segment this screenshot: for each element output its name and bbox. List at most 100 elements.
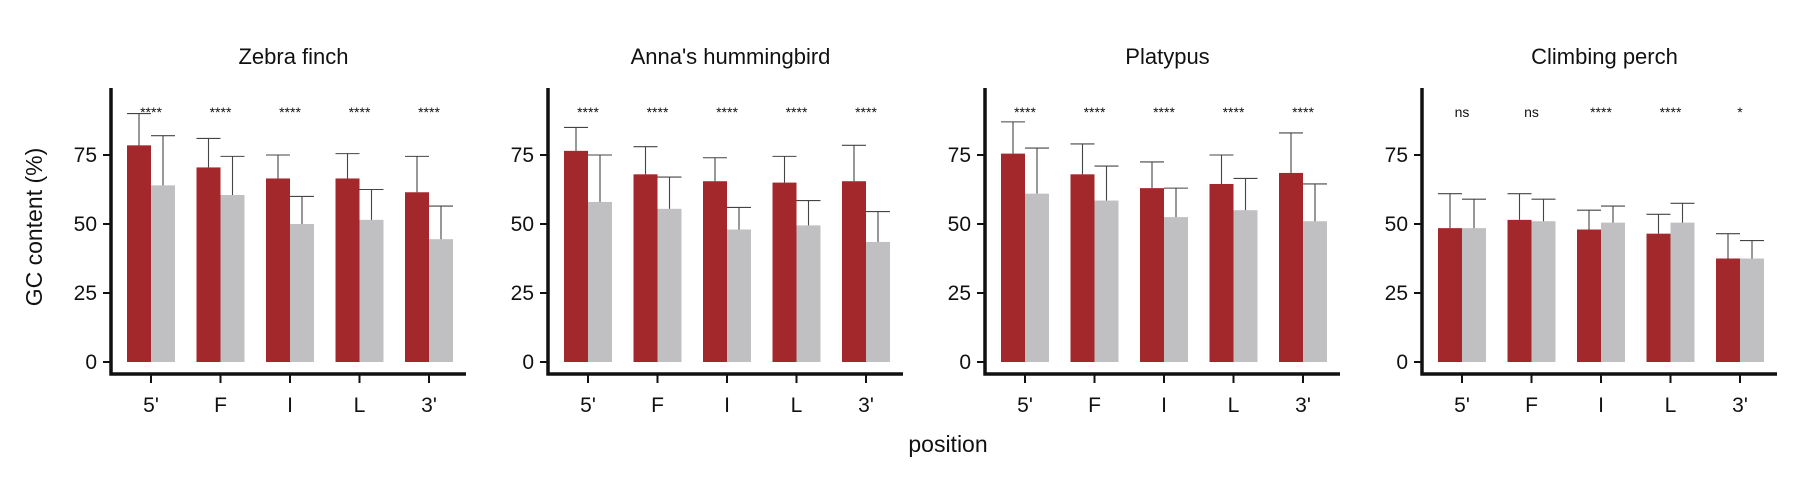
x-tick-label: F xyxy=(1088,394,1101,417)
x-tick-label: 5' xyxy=(580,394,596,417)
error-bar-series-a xyxy=(266,154,290,179)
x-tick-label: 5' xyxy=(1454,394,1470,417)
y-tick-label: 50 xyxy=(948,213,971,236)
bar-series-a xyxy=(196,167,221,362)
chart-panels: Zebra finch 0 25 50 75 **** 5' **** F **** I **** L *… xyxy=(74,44,1777,417)
chart-panel: Anna's hummingbird 0 25 50 75 **** 5' **** F ****… xyxy=(511,44,903,417)
x-tick-label: 5' xyxy=(1017,394,1033,417)
chart-panel: Zebra finch 0 25 50 75 **** 5' **** F **** I **** L *… xyxy=(74,44,466,417)
significance-label: **** xyxy=(647,104,669,120)
y-tick-label: 0 xyxy=(1396,351,1408,374)
y-tick-label: 25 xyxy=(1385,282,1408,305)
error-bar-series-a xyxy=(703,157,727,182)
bar-series-a xyxy=(405,192,429,362)
significance-label: **** xyxy=(210,104,232,120)
x-tick-label: 3' xyxy=(858,394,874,417)
bar-series-b xyxy=(1670,222,1695,362)
bar-series-a xyxy=(127,145,151,362)
error-bar-series-b xyxy=(290,195,314,224)
bar-series-b xyxy=(1094,200,1119,362)
bar-series-a xyxy=(564,150,588,362)
error-bar-series-b xyxy=(1233,177,1258,211)
bar-series-a xyxy=(1140,188,1164,362)
error-bar-series-b xyxy=(1462,198,1486,229)
x-tick-label: F xyxy=(651,394,664,417)
significance-label: **** xyxy=(1014,104,1036,120)
error-bar-series-a xyxy=(196,137,221,168)
x-axis-title: position xyxy=(908,431,987,457)
error-bar-series-b xyxy=(151,135,175,186)
bar-series-a xyxy=(1279,172,1303,362)
error-bar-series-a xyxy=(1577,209,1601,230)
bar-series-b xyxy=(727,229,751,362)
significance-label: **** xyxy=(349,104,371,120)
significance-label: **** xyxy=(1084,104,1106,120)
y-tick-label: 25 xyxy=(948,282,971,305)
y-tick-label: 50 xyxy=(1385,213,1408,236)
x-tick-label: F xyxy=(214,394,227,417)
bar-series-b xyxy=(1164,217,1188,362)
bar-series-a xyxy=(1001,153,1025,362)
error-bar-series-a xyxy=(127,113,151,146)
y-tick-label: 25 xyxy=(511,282,534,305)
bar-series-b xyxy=(1025,193,1049,362)
error-bar-series-a xyxy=(1279,132,1303,173)
y-tick-label: 25 xyxy=(74,282,97,305)
significance-label: ns xyxy=(1455,104,1470,120)
error-bar-series-b xyxy=(866,211,890,242)
x-tick-label: L xyxy=(791,394,803,417)
error-bar-series-b xyxy=(1531,198,1556,222)
error-bar-series-a xyxy=(1646,213,1671,234)
panel-title: Zebra finch xyxy=(238,44,348,69)
bar-series-b xyxy=(1303,221,1327,362)
x-tick-label: I xyxy=(1161,394,1167,417)
bar-series-a xyxy=(842,181,866,362)
bar-series-a xyxy=(266,178,290,362)
error-bar-series-a xyxy=(1140,161,1164,189)
bar-series-a xyxy=(1716,258,1740,362)
bar-series-a xyxy=(1209,183,1234,362)
significance-label: **** xyxy=(279,104,301,120)
chart-panel: Climbing perch 0 25 50 75 ns 5' ns F **** I **** L * 3… xyxy=(1385,44,1777,417)
bar-series-b xyxy=(1233,210,1258,362)
panel-title: Climbing perch xyxy=(1531,44,1678,69)
bar-series-a xyxy=(1507,219,1532,362)
error-bar-series-b xyxy=(1303,183,1327,222)
error-bar-series-b xyxy=(1025,147,1049,194)
bar-series-b xyxy=(796,225,821,362)
bar-series-a xyxy=(1646,233,1671,362)
significance-label: **** xyxy=(1590,104,1612,120)
x-tick-label: 5' xyxy=(143,394,159,417)
y-axis-title: GC content (%) xyxy=(21,148,47,307)
error-bar-series-b xyxy=(727,206,751,230)
x-tick-label: 3' xyxy=(1732,394,1748,417)
error-bar-series-a xyxy=(1438,193,1462,229)
error-bar-series-a xyxy=(1209,154,1234,184)
error-bar-series-a xyxy=(1070,143,1095,175)
error-bar-series-b xyxy=(1740,240,1764,259)
bar-series-a xyxy=(1070,174,1095,362)
y-tick-label: 0 xyxy=(959,351,971,374)
error-bar-series-a xyxy=(633,146,658,175)
bar-series-b xyxy=(290,224,314,362)
bar-series-b xyxy=(1601,222,1625,362)
significance-label: **** xyxy=(716,104,738,120)
error-bar-series-a xyxy=(1716,233,1740,259)
bar-series-b xyxy=(588,201,612,362)
x-tick-label: L xyxy=(1665,394,1677,417)
panel-title: Anna's hummingbird xyxy=(631,44,831,69)
error-bar-series-b xyxy=(796,199,821,226)
error-bar-series-a xyxy=(1507,193,1532,220)
significance-label: **** xyxy=(1223,104,1245,120)
error-bar-series-a xyxy=(405,155,429,193)
x-tick-label: F xyxy=(1525,394,1538,417)
error-bar-series-b xyxy=(220,155,245,196)
significance-label: ns xyxy=(1524,104,1539,120)
significance-label: **** xyxy=(418,104,440,120)
error-bar-series-b xyxy=(1164,187,1188,218)
bar-series-a xyxy=(1438,228,1462,362)
significance-label: **** xyxy=(855,104,877,120)
bar-series-b xyxy=(429,239,453,362)
error-bar-series-a xyxy=(1001,121,1025,154)
x-tick-label: L xyxy=(1228,394,1240,417)
